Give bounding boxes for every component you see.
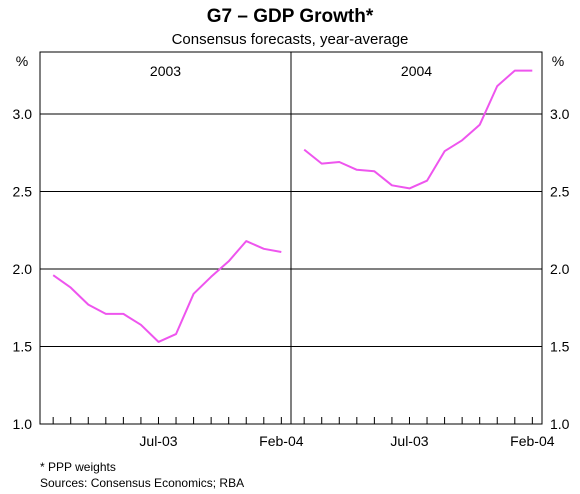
x-tick-label: Feb-04 xyxy=(510,433,555,449)
panel-label: 2003 xyxy=(150,63,181,79)
panel-2003: 2003 Jul-03 Feb-04 xyxy=(52,63,304,449)
panel-label: 2004 xyxy=(401,63,432,79)
x-tick-label: Jul-03 xyxy=(139,433,177,449)
y-unit-left: % xyxy=(16,53,28,69)
y-tick-label-left: 1.5 xyxy=(13,339,33,355)
y-tick-label-left: 2.0 xyxy=(13,261,33,277)
y-tick-label-right: 1.0 xyxy=(550,416,570,432)
y-unit-right: % xyxy=(552,53,564,69)
x-tick-label: Feb-04 xyxy=(259,433,304,449)
y-tick-label-right: 2.5 xyxy=(550,184,570,200)
panel-2004: 2004 Jul-03 Feb-04 xyxy=(303,63,555,449)
series-line-2004 xyxy=(303,69,533,190)
plot-frame xyxy=(39,51,543,425)
chart-subtitle: Consensus forecasts, year-average xyxy=(172,31,409,48)
y-tick-label-left: 1.0 xyxy=(13,416,33,432)
y-tick-label-left: 2.5 xyxy=(13,184,33,200)
footnote-sources: Sources: Consensus Economics; RBA xyxy=(40,476,245,490)
series-line-2003 xyxy=(52,240,282,343)
y-tick-label-left: 3.0 xyxy=(13,106,33,122)
footnote-ppp: * PPP weights xyxy=(40,460,116,474)
axes: 1.0 1.0 1.5 1.5 2.0 2.0 2.5 2.5 3.0 3.0%% xyxy=(13,53,570,432)
chart-title: G7 – GDP Growth* xyxy=(207,6,374,27)
y-tick-label-right: 1.5 xyxy=(550,339,570,355)
y-tick-label-right: 2.0 xyxy=(550,261,570,277)
y-tick-label-right: 3.0 xyxy=(550,106,570,122)
x-tick-label: Jul-03 xyxy=(390,433,428,449)
panels: 2003 Jul-03 Feb-04 2004 Jul-03 Feb-04 xyxy=(52,63,555,449)
